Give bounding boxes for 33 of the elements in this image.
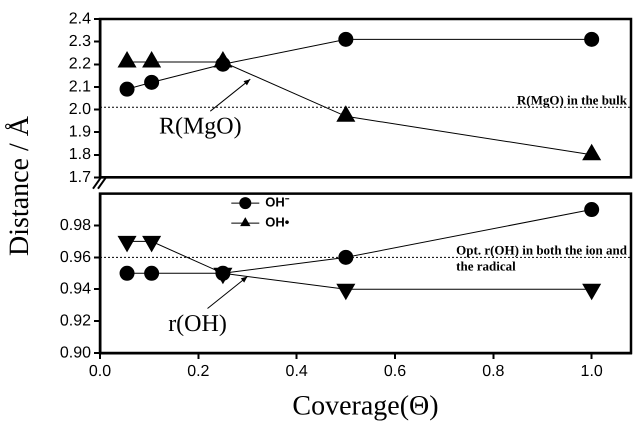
y-axis-title: Distance / Å bbox=[4, 116, 36, 256]
point bbox=[336, 106, 355, 122]
point bbox=[144, 74, 160, 90]
annotation: R(MgO) bbox=[158, 113, 242, 140]
x-tick-label: 0.6 bbox=[384, 363, 406, 380]
point bbox=[582, 144, 601, 160]
y-tick-label: 1.8 bbox=[68, 146, 92, 164]
y-tick-label: 0.90 bbox=[60, 344, 92, 362]
y-tick-label: 0.94 bbox=[60, 280, 92, 298]
x-tick-label: 0.8 bbox=[482, 363, 505, 380]
point bbox=[584, 32, 600, 47]
y-tick-label: 1.7 bbox=[68, 168, 92, 186]
x-tick-label: 0.4 bbox=[286, 363, 308, 380]
y-tick-label: 1.9 bbox=[68, 124, 92, 141]
ref-line-label: Opt. r(OH) in both the ion and the radical bbox=[456, 242, 628, 274]
y-tick-label: 2.3 bbox=[68, 33, 92, 50]
legend-label: OH⁻ bbox=[265, 194, 290, 210]
y-tick-label: 2.0 bbox=[68, 100, 92, 118]
y-tick-label: 0.98 bbox=[60, 216, 92, 234]
x-tick-label: 1.0 bbox=[580, 363, 603, 380]
legend-label: OH• bbox=[265, 214, 290, 230]
point bbox=[120, 82, 135, 97]
y-tick-label: 0.96 bbox=[60, 248, 92, 266]
point bbox=[338, 32, 354, 47]
x-tick-label: 0.0 bbox=[88, 363, 112, 380]
x-tick-label: 0.2 bbox=[187, 363, 210, 380]
ref-line-label: R(MgO) in the bulk bbox=[516, 92, 628, 108]
x-axis-title: Coverage(Θ) bbox=[292, 390, 439, 422]
y-tick-label: 2.2 bbox=[68, 56, 92, 73]
y-tick-label: 2.4 bbox=[68, 10, 92, 28]
y-tick-label: 2.1 bbox=[68, 78, 92, 96]
y-tick-label: 0.92 bbox=[60, 312, 92, 330]
annotation: r(OH) bbox=[168, 310, 227, 337]
